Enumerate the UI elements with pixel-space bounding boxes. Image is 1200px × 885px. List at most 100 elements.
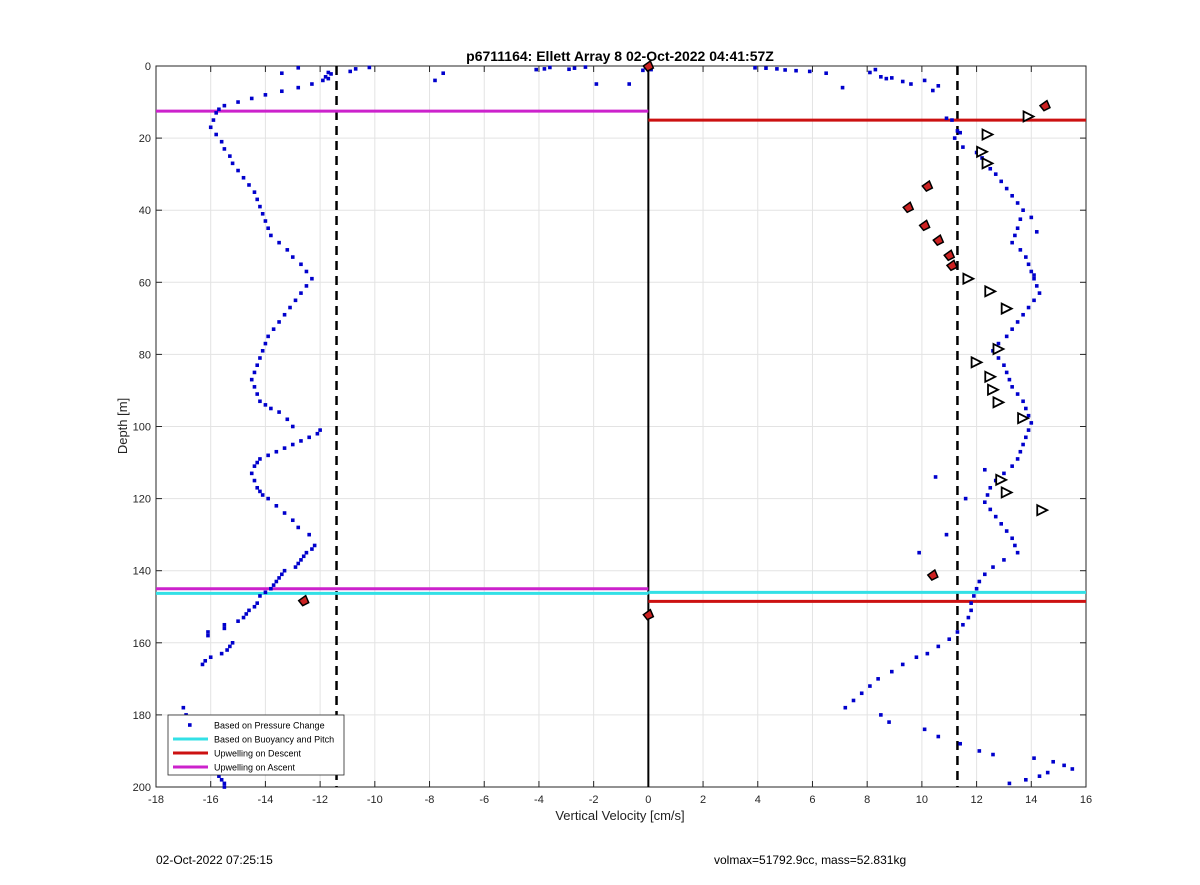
pressure-point bbox=[991, 565, 995, 569]
buoyancy-point bbox=[642, 59, 655, 72]
pressure-point bbox=[1021, 399, 1025, 404]
pressure-point bbox=[290, 442, 295, 447]
y-tick-label: 160 bbox=[133, 638, 151, 650]
pressure-point bbox=[1004, 334, 1009, 339]
pressure-point bbox=[936, 644, 941, 649]
pressure-point bbox=[274, 449, 279, 454]
pressure-point bbox=[594, 82, 599, 86]
pressure-point bbox=[280, 572, 284, 577]
x-tick-label: 2 bbox=[700, 794, 706, 806]
pressure-point bbox=[583, 65, 588, 69]
pressure-point bbox=[936, 84, 941, 88]
pressure-point bbox=[260, 348, 265, 353]
pressure-point bbox=[969, 608, 973, 613]
pressure-point bbox=[323, 75, 328, 79]
pressure-point bbox=[1018, 248, 1023, 252]
pressure-point bbox=[280, 89, 284, 94]
buoyancy-point bbox=[642, 608, 655, 621]
y-tick-label: 180 bbox=[133, 710, 151, 722]
descent-triangle bbox=[1036, 503, 1050, 517]
descent-triangle bbox=[981, 156, 995, 170]
footer-timestamp: 02-Oct-2022 07:25:15 bbox=[156, 853, 273, 867]
pressure-point bbox=[211, 118, 216, 122]
chart-title: p6711164: Ellett Array 8 02-Oct-2022 04:… bbox=[466, 48, 774, 64]
plot-area bbox=[156, 59, 1086, 789]
pressure-point bbox=[873, 67, 878, 72]
pressure-point bbox=[999, 522, 1004, 526]
pressure-point bbox=[258, 204, 262, 209]
pressure-point bbox=[307, 435, 311, 440]
pressure-point bbox=[1032, 298, 1036, 303]
pressure-point bbox=[310, 82, 314, 86]
descent-triangle bbox=[962, 272, 976, 286]
pressure-point bbox=[993, 172, 998, 176]
pressure-point bbox=[988, 485, 993, 490]
pressure-point bbox=[255, 601, 260, 605]
pressure-point bbox=[977, 749, 982, 753]
pressure-point bbox=[922, 78, 927, 83]
grid bbox=[155, 65, 1087, 788]
pressure-point bbox=[277, 320, 281, 324]
x-tick-label: -8 bbox=[425, 794, 435, 806]
pressure-point bbox=[627, 82, 632, 86]
pressure-point bbox=[296, 561, 301, 566]
pressure-point bbox=[958, 130, 962, 135]
pressure-point bbox=[1007, 781, 1012, 786]
pressure-point bbox=[1062, 763, 1066, 768]
buoyancy-point bbox=[297, 594, 310, 607]
pressure-point bbox=[1013, 543, 1017, 548]
pressure-point bbox=[887, 720, 891, 724]
y-tick-label: 0 bbox=[145, 61, 151, 73]
pressure-point bbox=[843, 705, 848, 710]
pressure-point bbox=[889, 669, 894, 674]
pressure-point bbox=[299, 291, 303, 295]
pressure-point bbox=[228, 154, 232, 158]
y-tick-label: 20 bbox=[139, 133, 151, 145]
pressure-point bbox=[1032, 273, 1036, 277]
pressure-point bbox=[909, 82, 913, 86]
pressure-point bbox=[441, 71, 446, 76]
pressure-point bbox=[641, 68, 645, 73]
pressure-point bbox=[280, 71, 284, 76]
pressure-point bbox=[1026, 305, 1031, 310]
pressure-point bbox=[236, 100, 240, 104]
pressure-point bbox=[260, 493, 265, 497]
descent-triangle bbox=[984, 284, 998, 298]
pressure-point bbox=[222, 147, 227, 151]
pressure-point bbox=[1037, 774, 1042, 778]
pressure-point bbox=[1007, 377, 1012, 382]
pressure-point bbox=[1070, 767, 1075, 771]
pressure-point bbox=[266, 496, 270, 501]
pressure-point bbox=[296, 66, 301, 70]
pressure-point bbox=[326, 70, 331, 75]
pressure-point bbox=[950, 118, 954, 122]
pressure-point bbox=[1010, 193, 1014, 198]
pressure-point bbox=[572, 66, 577, 70]
legend-swatch bbox=[188, 723, 192, 727]
legend-label: Based on Buoyancy and Pitch bbox=[214, 735, 334, 745]
pressure-point bbox=[982, 467, 987, 472]
pressure-point bbox=[1026, 413, 1031, 418]
pressure-point bbox=[794, 68, 798, 73]
pressure-point bbox=[1002, 363, 1006, 368]
pressure-point bbox=[247, 608, 251, 613]
pressure-point bbox=[222, 622, 227, 627]
pressure-point bbox=[955, 630, 960, 634]
pressure-point bbox=[1010, 385, 1014, 389]
pressure-point bbox=[1015, 392, 1020, 396]
descent-triangle bbox=[987, 383, 1001, 397]
pressure-point bbox=[1010, 464, 1014, 468]
pressure-point bbox=[1013, 233, 1017, 238]
pressure-point bbox=[299, 558, 303, 562]
axes: -18 -16 -14 -12 -10 -8 -6 -4 -2 0 2 4 6 8 10 12 14 160204… bbox=[133, 61, 1092, 806]
pressure-point bbox=[219, 777, 224, 782]
x-tick-label: 4 bbox=[755, 794, 761, 806]
x-tick-label: 10 bbox=[916, 794, 928, 806]
pressure-point bbox=[200, 662, 205, 667]
pressure-point bbox=[304, 269, 309, 274]
pressure-point bbox=[296, 525, 301, 530]
pressure-point bbox=[961, 145, 965, 149]
descent-triangle bbox=[992, 395, 1006, 409]
pressure-point bbox=[304, 284, 309, 288]
pressure-point bbox=[988, 166, 993, 171]
